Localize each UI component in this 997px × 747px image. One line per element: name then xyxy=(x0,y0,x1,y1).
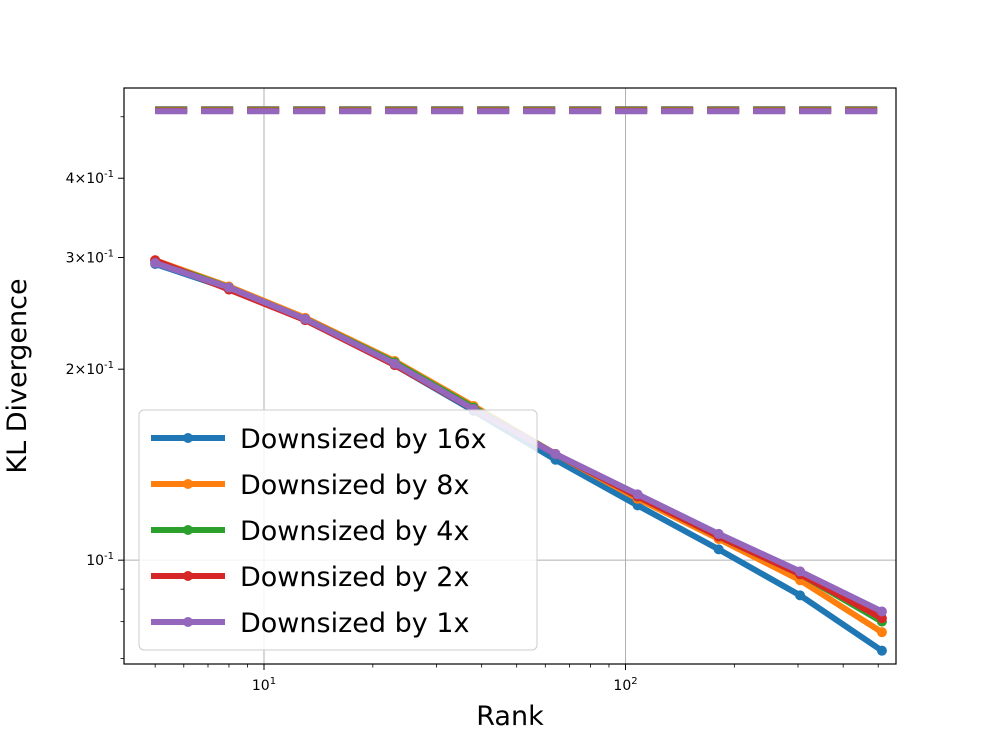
data-point xyxy=(150,258,161,269)
data-point xyxy=(389,358,400,369)
legend-label: Downsized by 1x xyxy=(240,608,469,639)
legend: Downsized by 16x Downsized by 8x Downsized… xyxy=(138,409,538,651)
x-axis-label: Rank xyxy=(476,701,544,732)
y-tick-label: 3×10-1 xyxy=(66,248,114,266)
data-point xyxy=(876,606,887,617)
y-axis-label: KL Divergence xyxy=(2,278,33,473)
data-point xyxy=(876,645,887,656)
legend-box xyxy=(138,409,538,651)
data-point xyxy=(550,449,561,460)
legend-marker xyxy=(183,479,193,489)
legend-label: Downsized by 8x xyxy=(240,470,469,501)
data-point xyxy=(632,489,643,500)
baseline-dashed-lines xyxy=(155,106,882,115)
data-point xyxy=(713,544,724,555)
y-tick-label: 2×10-1 xyxy=(66,360,114,378)
plot-frame xyxy=(123,87,897,665)
legend-marker xyxy=(183,525,193,535)
legend-label: Downsized by 16x xyxy=(240,424,487,455)
legend-marker xyxy=(183,571,193,581)
data-point xyxy=(300,313,311,324)
data-point xyxy=(713,528,724,539)
data-point xyxy=(876,627,887,638)
data-point xyxy=(795,590,806,601)
data-point xyxy=(795,566,806,577)
data-point xyxy=(223,282,234,293)
legend-marker xyxy=(183,433,193,443)
legend-label: Downsized by 4x xyxy=(240,516,469,547)
legend-label: Downsized by 2x xyxy=(240,562,469,593)
legend-marker xyxy=(183,617,193,627)
y-tick-label: 4×10-1 xyxy=(66,169,114,187)
